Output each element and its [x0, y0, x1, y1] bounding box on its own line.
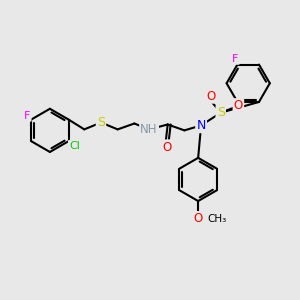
Text: O: O: [206, 89, 215, 103]
Text: NH: NH: [140, 123, 158, 136]
Text: N: N: [196, 119, 206, 132]
Text: CH₃: CH₃: [207, 214, 226, 224]
Text: S: S: [217, 106, 225, 119]
Text: O: O: [194, 212, 203, 225]
Text: O: O: [162, 141, 171, 154]
Text: S: S: [97, 116, 105, 129]
Text: O: O: [234, 99, 243, 112]
Text: F: F: [232, 54, 239, 64]
Text: Cl: Cl: [69, 141, 80, 151]
Text: F: F: [24, 111, 31, 121]
